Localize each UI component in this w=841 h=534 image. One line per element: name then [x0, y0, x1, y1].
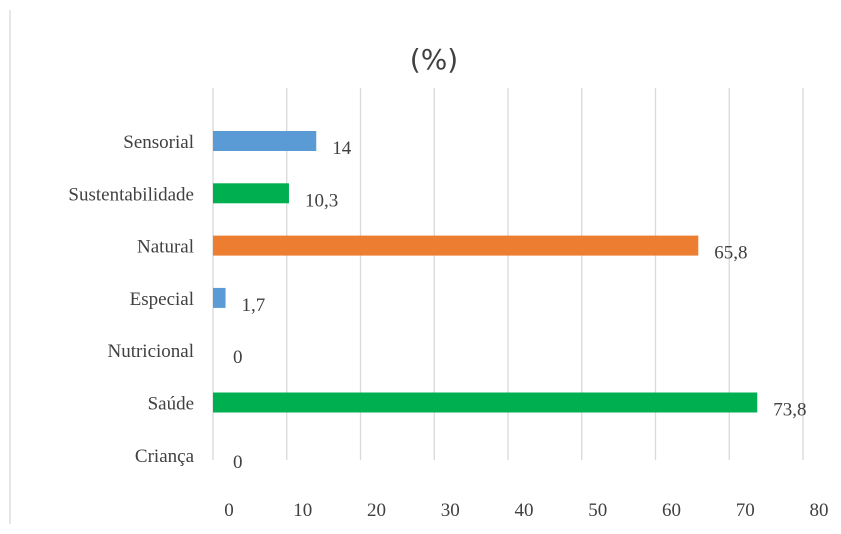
value-label-natural: 65,8 [714, 243, 747, 264]
bars [213, 131, 758, 413]
bar-sustentabilidade [213, 183, 289, 204]
category-label-especial: Especial [130, 289, 194, 310]
x-tick-80: 80 [810, 500, 829, 521]
value-label-sensorial: 14 [332, 138, 352, 159]
category-label-saude: Saúde [148, 394, 194, 415]
x-tick-50: 50 [588, 500, 607, 521]
category-label-sustentabilidade: Sustentabilidade [68, 184, 194, 205]
category-label-crianca: Criança [135, 446, 195, 467]
x-tick-40: 40 [515, 500, 534, 521]
bar-sensorial [213, 131, 317, 151]
x-tick-30: 30 [441, 500, 460, 521]
x-tick-10: 10 [293, 500, 312, 521]
value-labels: 14 10,3 65,8 1,7 0 73,8 0 [233, 138, 807, 473]
bar-especial [213, 287, 226, 308]
bar-saude [213, 392, 758, 413]
category-label-sensorial: Sensorial [123, 132, 194, 153]
value-label-saude: 73,8 [773, 400, 806, 421]
x-tick-20: 20 [367, 500, 386, 521]
value-label-nutricional: 0 [233, 347, 243, 368]
x-tick-70: 70 [736, 500, 755, 521]
category-label-nutricional: Nutricional [107, 341, 194, 362]
value-label-crianca: 0 [233, 452, 243, 473]
category-labels: Sensorial Sustentabilidade Natural Especial… [68, 132, 194, 467]
x-tick-60: 60 [662, 500, 681, 521]
x-axis-tick-labels: 0 10 20 30 40 50 60 70 80 [224, 500, 828, 521]
value-label-especial: 1,7 [242, 295, 266, 316]
chart-title: (%) [410, 43, 458, 76]
x-tick-0: 0 [224, 500, 234, 521]
value-label-sustentabilidade: 10,3 [305, 190, 338, 211]
bar-natural [213, 235, 699, 256]
category-label-natural: Natural [137, 237, 194, 258]
